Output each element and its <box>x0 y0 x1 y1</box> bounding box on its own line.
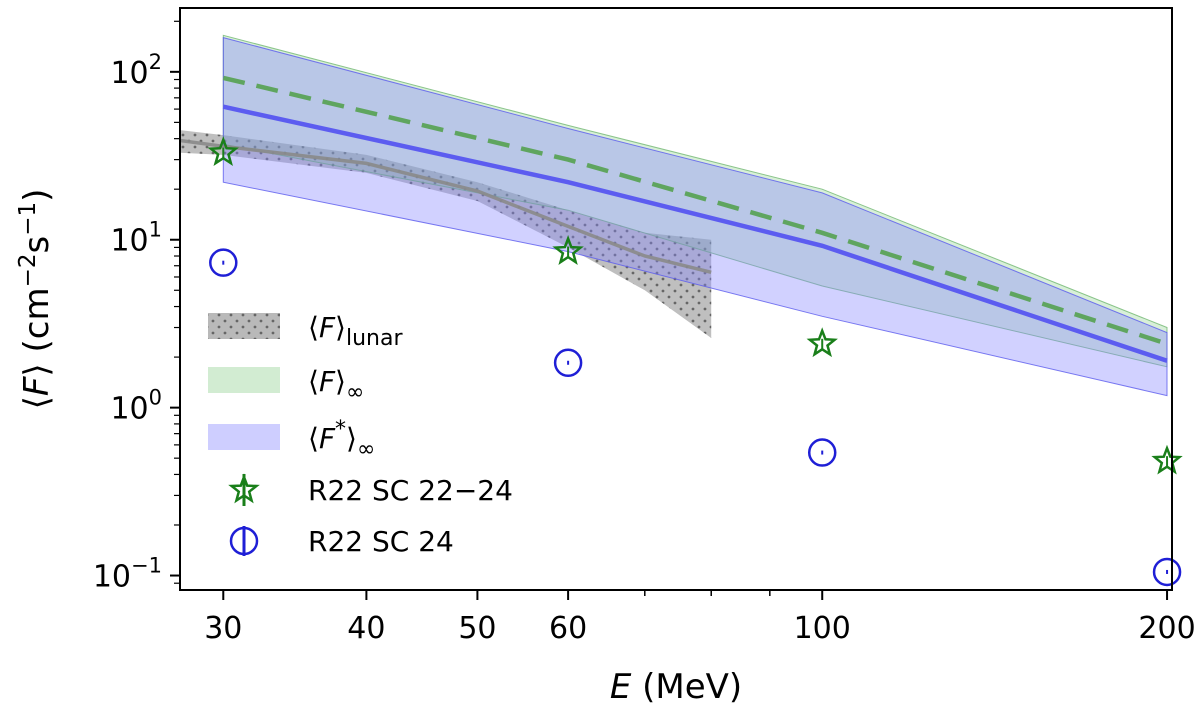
y-axis: 10−1 100 101 102 <box>93 20 180 595</box>
legend-marker-circle <box>229 526 259 556</box>
lines-layer <box>180 75 1168 363</box>
legend: ⟨F⟩lunar ⟨F⟩∞ ⟨F*⟩∞ R22 SC 22−24 R22 SC … <box>208 311 513 558</box>
line-fstar-inf-median <box>222 104 1168 363</box>
legend-swatch-lunar-hatch <box>208 313 280 339</box>
marker-sc24 <box>807 438 837 467</box>
marker-sc24 <box>209 248 238 277</box>
marker-sc22-24 <box>207 136 239 167</box>
y-tick-label: 100 <box>110 386 162 427</box>
legend-label-lunar: ⟨F⟩lunar <box>308 311 403 351</box>
x-tick-label: 40 <box>347 611 385 646</box>
marker-sc24 <box>1152 557 1182 587</box>
x-axis-label: E (MeV) <box>610 667 742 707</box>
marker-sc22-24 <box>1151 444 1183 475</box>
markers-layer <box>207 136 1183 587</box>
line-f-inf-median <box>222 75 1168 346</box>
legend-label-fstar-inf: ⟨F*⟩∞ <box>308 417 375 462</box>
marker-sc22-24 <box>806 327 838 358</box>
y-tick-label: 102 <box>110 50 162 91</box>
legend-swatch-fstar-inf <box>208 424 280 450</box>
legend-marker-star <box>228 473 260 506</box>
x-tick-label: 200 <box>1138 611 1195 646</box>
x-tick-label: 100 <box>794 611 851 646</box>
legend-label-f-inf: ⟨F⟩∞ <box>308 365 364 405</box>
legend-label-sc24: R22 SC 24 <box>308 525 454 558</box>
legend-swatch-f-inf <box>208 367 280 393</box>
legend-label-sc22-24: R22 SC 22−24 <box>308 474 513 507</box>
x-tick-label: 50 <box>458 611 496 646</box>
y-tick-label: 101 <box>110 218 162 259</box>
line-lunar-center <box>180 138 712 274</box>
y-axis-label: ⟨F⟩ (cm−2s−1) <box>15 189 57 410</box>
band-fstar-inf <box>222 36 1168 397</box>
x-tick-label: 60 <box>549 611 587 646</box>
marker-sc24 <box>553 348 583 378</box>
plot-frame <box>179 7 1173 591</box>
x-tick-label: 30 <box>204 611 242 646</box>
y-tick-label: 10−1 <box>93 554 162 595</box>
x-axis: 30 40 50 60 100 200 <box>204 590 1196 646</box>
marker-sc22-24 <box>552 235 584 265</box>
